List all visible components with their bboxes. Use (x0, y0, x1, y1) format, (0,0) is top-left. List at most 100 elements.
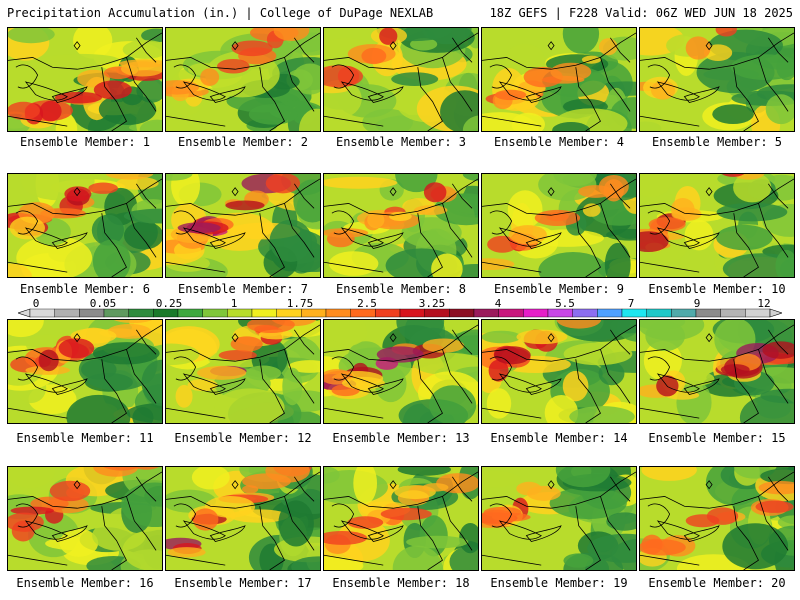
precip-field-map (166, 174, 320, 277)
precip-blob (324, 176, 398, 189)
heavy-precip-blob (706, 507, 739, 525)
precip-blob (139, 119, 162, 131)
boundary-line (640, 324, 794, 362)
precip-blob (563, 342, 633, 366)
precip-blob (462, 115, 478, 131)
ensemble-member-label: Ensemble Member: 19 (490, 576, 628, 590)
heavy-precip-blob (93, 80, 132, 100)
boundary-line (259, 67, 285, 131)
boundary-line (331, 210, 355, 235)
heavy-precip-blob (603, 179, 624, 202)
precip-blob (122, 40, 162, 59)
ensemble-member-label: Ensemble Member: 8 (335, 282, 467, 296)
precip-blob (8, 263, 33, 277)
colorbar-swatch (54, 308, 80, 318)
boundary-line (442, 203, 473, 258)
colorbar-left-arrow (18, 308, 31, 318)
ensemble-map-panel (7, 173, 163, 278)
ensemble-map-panel (481, 173, 637, 278)
boundary-line (126, 57, 157, 112)
heavy-precip-blob (230, 336, 263, 352)
colorbar-tick-label: 0.25 (155, 297, 183, 310)
boundary-line (166, 178, 320, 216)
precip-blob (562, 370, 589, 402)
boundary-line (442, 57, 473, 112)
island-marker (231, 41, 239, 51)
boundary-line (173, 64, 197, 89)
heavy-precip-blob (361, 47, 387, 65)
boundary-line (340, 227, 384, 247)
ensemble-member-label: Ensemble Member: 14 (490, 431, 628, 445)
precip-blob (291, 556, 320, 570)
ensemble-map-panel (165, 466, 321, 571)
colorbar-swatch (350, 308, 376, 318)
heavy-precip-blob (650, 80, 676, 100)
colorbar-swatch (745, 308, 771, 318)
colorbar-swatch (449, 308, 475, 318)
colorbar-tick-label: 5.5 (555, 297, 575, 310)
boundary-line (367, 378, 404, 395)
island-marker (231, 480, 239, 490)
heavy-precip-blob (8, 101, 40, 120)
boundary-line (8, 407, 68, 419)
precip-blob (569, 406, 635, 423)
boundary-line (182, 227, 226, 247)
boundary-line (182, 520, 226, 540)
boundary-line (166, 32, 320, 70)
precip-blob (459, 523, 478, 554)
boundary-line (259, 506, 285, 570)
precip-field-map (8, 174, 162, 277)
boundary-line (600, 57, 631, 112)
boundary-line (15, 64, 39, 89)
map-title: Precipitation Accumulation (in.) | Colle… (7, 6, 434, 20)
colorbar-swatch (29, 308, 55, 318)
precip-blob (191, 467, 230, 490)
ensemble-map-panel (481, 466, 637, 571)
boundary-line (482, 554, 542, 566)
colorbar-right-arrow (769, 308, 782, 318)
boundary-line (173, 356, 197, 381)
precip-blob (606, 512, 636, 531)
heavy-precip-blob (527, 485, 561, 501)
precip-blob (406, 535, 469, 549)
ensemble-member-label: Ensemble Member: 2 (177, 135, 309, 149)
precip-blob (486, 388, 512, 419)
boundary-line (24, 520, 68, 540)
boundary-line (324, 32, 478, 70)
ensemble-map-panel (639, 319, 795, 424)
boundary-line (294, 37, 315, 63)
precip-blob (348, 341, 384, 369)
boundary-line (340, 520, 384, 540)
island-marker (73, 480, 81, 490)
island-marker (231, 187, 239, 197)
boundary-line (610, 476, 631, 502)
precip-blob (529, 229, 604, 247)
boundary-line (768, 476, 789, 502)
boundary-line (294, 183, 315, 209)
precip-blob (274, 536, 320, 563)
boundary-line (324, 324, 478, 362)
colorbar-swatch (695, 308, 721, 318)
precip-blob (391, 72, 439, 86)
precip-blob (282, 367, 303, 406)
precip-blob (269, 219, 313, 262)
colorbar-swatch (177, 308, 203, 318)
precip-blob (166, 343, 200, 366)
boundary-line (101, 506, 127, 570)
precip-field-map (482, 467, 636, 570)
ensemble-map-panel (323, 319, 479, 424)
heavy-precip-blob (341, 376, 386, 390)
precip-blob (552, 121, 590, 131)
ensemble-member-label: Ensemble Member: 17 (174, 576, 312, 590)
boundary-line (647, 356, 671, 381)
boundary-line (367, 232, 404, 249)
heavy-precip-blob (133, 467, 160, 470)
precip-blob (98, 93, 157, 126)
boundary-line (340, 81, 384, 101)
colorbar-swatch (128, 308, 154, 318)
boundary-line (136, 183, 157, 209)
boundary-line (452, 476, 473, 502)
precip-field-map (166, 28, 320, 131)
colorbar-tick-label: 12 (757, 297, 771, 310)
ensemble-member-label: Ensemble Member: 9 (493, 282, 625, 296)
